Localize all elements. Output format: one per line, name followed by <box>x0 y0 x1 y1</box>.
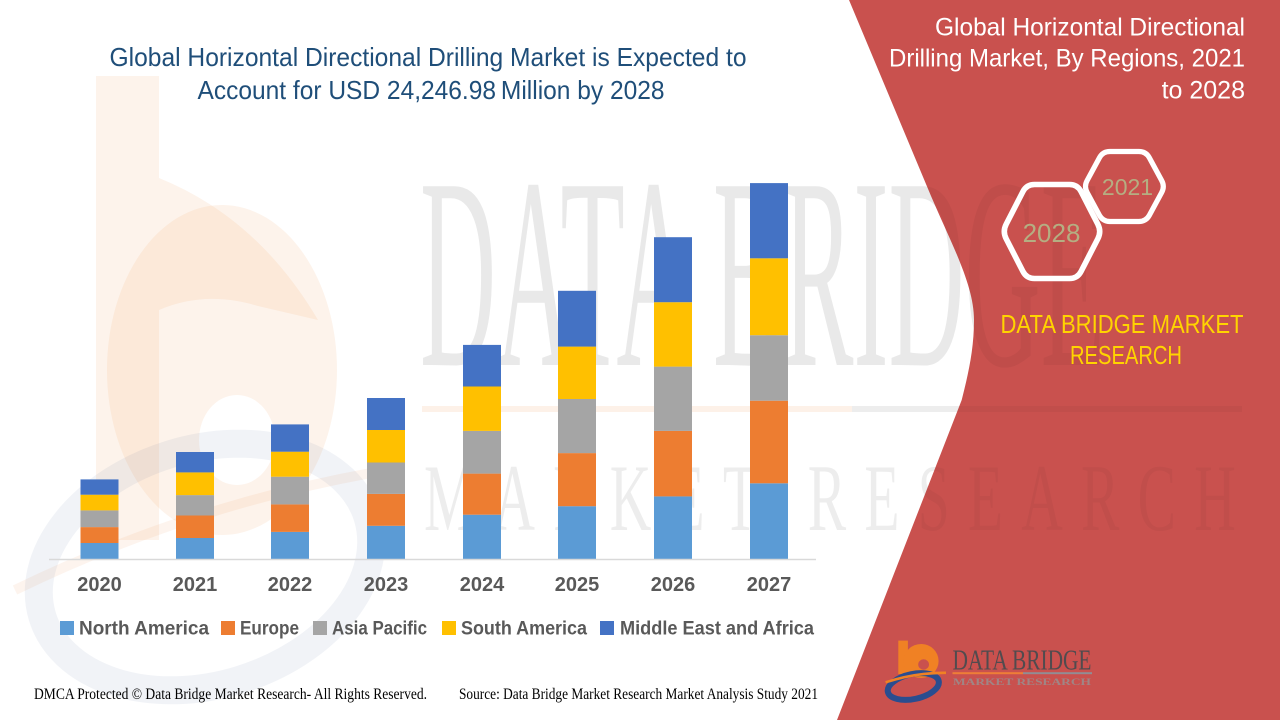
svg-text:2020: 2020 <box>77 574 122 596</box>
svg-text:DATA BRIDGE MARKET: DATA BRIDGE MARKET <box>1001 309 1244 339</box>
svg-text:2028: 2028 <box>1023 218 1081 248</box>
svg-text:South America: South America <box>461 619 587 640</box>
svg-text:2026: 2026 <box>651 574 696 596</box>
svg-text:MARKET RESEARCH: MARKET RESEARCH <box>424 445 1254 551</box>
svg-text:2021: 2021 <box>1102 174 1153 200</box>
svg-text:2023: 2023 <box>364 574 409 596</box>
svg-text:DMCA Protected © Data Bridge M: DMCA Protected © Data Bridge Market Rese… <box>34 686 427 703</box>
svg-text:MARKET RESEARCH: MARKET RESEARCH <box>953 677 1091 687</box>
svg-text:to 2028: to 2028 <box>1162 77 1245 105</box>
svg-text:North America: North America <box>79 619 209 640</box>
svg-text:Europe: Europe <box>240 619 299 640</box>
svg-text:Global Horizontal Directional: Global Horizontal Directional Drilling M… <box>110 42 747 72</box>
svg-text:Asia Pacific: Asia Pacific <box>332 619 427 640</box>
svg-text:Source: Data Bridge Market Res: Source: Data Bridge Market Research Mark… <box>459 686 818 703</box>
svg-text:Drilling Market, By Regions, 2: Drilling Market, By Regions, 2021 <box>889 45 1245 73</box>
svg-text:2025: 2025 <box>555 574 600 596</box>
svg-text:2022: 2022 <box>268 574 313 596</box>
svg-text:DATA BRIDGE: DATA BRIDGE <box>953 645 1092 677</box>
svg-text:RESEARCH: RESEARCH <box>1070 340 1182 370</box>
svg-text:2027: 2027 <box>747 574 792 596</box>
svg-text:Global Horizontal Directional: Global Horizontal Directional <box>935 14 1245 42</box>
svg-text:Account for USD 24,246.98 Mill: Account for USD 24,246.98 Million by 202… <box>198 75 665 105</box>
svg-text:2024: 2024 <box>460 574 505 596</box>
svg-text:Middle East and Africa: Middle East and Africa <box>620 619 814 640</box>
svg-text:2021: 2021 <box>173 574 218 596</box>
